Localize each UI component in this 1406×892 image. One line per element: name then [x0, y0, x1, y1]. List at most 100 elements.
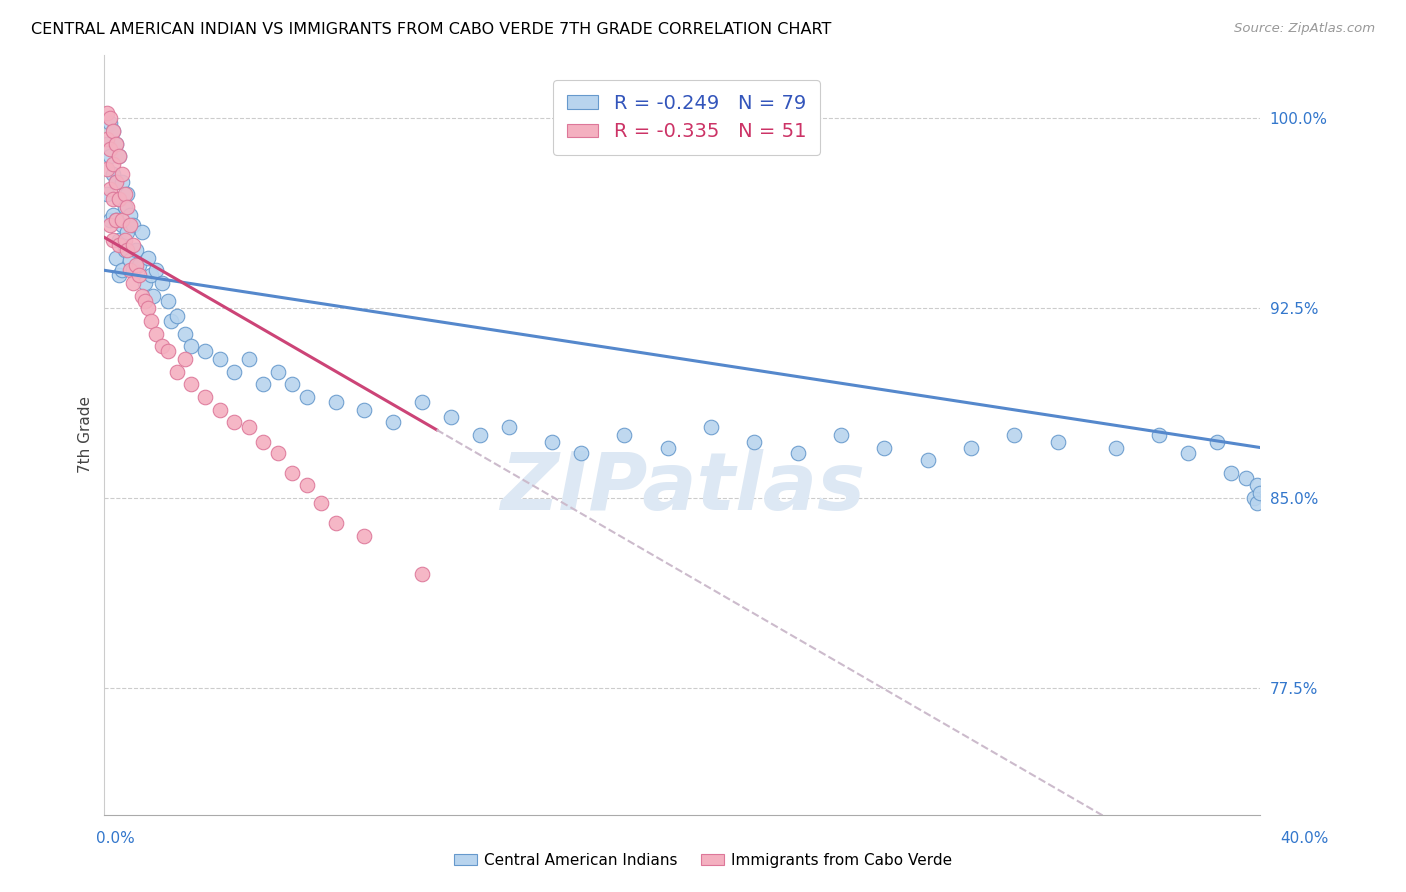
Point	[96, 162, 118, 177]
Point	[1205, 435, 1227, 450]
Point	[134, 293, 156, 308]
Point	[136, 251, 159, 265]
Legend: Central American Indians, Immigrants from Cabo Verde: Central American Indians, Immigrants fro…	[447, 847, 959, 873]
Point	[139, 268, 162, 283]
Point	[120, 208, 142, 222]
Text: ZIPatlas: ZIPatlas	[499, 449, 865, 527]
Point	[117, 225, 139, 239]
Point	[108, 193, 131, 207]
Point	[104, 175, 127, 189]
Point	[142, 288, 165, 302]
Point	[960, 441, 983, 455]
Point	[101, 124, 124, 138]
Point	[101, 167, 124, 181]
Point	[160, 314, 183, 328]
Point	[111, 167, 134, 181]
Point	[411, 567, 433, 582]
Point	[101, 193, 124, 207]
Point	[267, 365, 290, 379]
Point	[440, 410, 463, 425]
Point	[98, 212, 121, 227]
Point	[150, 276, 173, 290]
Point	[281, 466, 304, 480]
Point	[156, 293, 179, 308]
Point	[224, 365, 246, 379]
Point	[1177, 445, 1199, 459]
Point	[122, 218, 145, 232]
Point	[98, 149, 121, 163]
Y-axis label: 7th Grade: 7th Grade	[79, 396, 93, 474]
Point	[498, 420, 520, 434]
Point	[1046, 435, 1069, 450]
Point	[353, 402, 375, 417]
Point	[117, 187, 139, 202]
Point	[150, 339, 173, 353]
Point	[180, 339, 202, 353]
Point	[122, 238, 145, 252]
Point	[1243, 491, 1265, 505]
Point	[122, 276, 145, 290]
Point	[104, 212, 127, 227]
Text: Source: ZipAtlas.com: Source: ZipAtlas.com	[1234, 22, 1375, 36]
Point	[108, 149, 131, 163]
Point	[98, 142, 121, 156]
Point	[114, 187, 136, 202]
Point	[252, 377, 274, 392]
Point	[309, 496, 332, 510]
Point	[98, 218, 121, 232]
Point	[122, 263, 145, 277]
Text: 40.0%: 40.0%	[1281, 831, 1329, 846]
Legend: R = -0.249   N = 79, R = -0.335   N = 51: R = -0.249 N = 79, R = -0.335 N = 51	[553, 80, 820, 155]
Point	[145, 326, 167, 341]
Point	[128, 258, 150, 272]
Point	[96, 106, 118, 120]
Point	[104, 212, 127, 227]
Text: 0.0%: 0.0%	[96, 831, 135, 846]
Point	[295, 390, 318, 404]
Point	[208, 402, 231, 417]
Point	[111, 212, 134, 227]
Point	[98, 182, 121, 196]
Point	[108, 238, 131, 252]
Point	[1246, 496, 1268, 510]
Point	[125, 243, 148, 257]
Point	[1246, 478, 1268, 492]
Point	[156, 344, 179, 359]
Point	[194, 390, 217, 404]
Point	[108, 268, 131, 283]
Point	[208, 351, 231, 366]
Point	[353, 529, 375, 543]
Point	[108, 193, 131, 207]
Point	[1147, 428, 1170, 442]
Point	[267, 445, 290, 459]
Point	[117, 243, 139, 257]
Point	[104, 251, 127, 265]
Point	[136, 301, 159, 316]
Point	[830, 428, 852, 442]
Point	[295, 478, 318, 492]
Point	[114, 233, 136, 247]
Point	[96, 136, 118, 151]
Point	[569, 445, 592, 459]
Point	[744, 435, 766, 450]
Point	[174, 326, 197, 341]
Point	[1234, 471, 1257, 485]
Point	[1249, 486, 1271, 500]
Point	[1004, 428, 1026, 442]
Point	[873, 441, 896, 455]
Point	[117, 200, 139, 214]
Point	[180, 377, 202, 392]
Point	[166, 309, 188, 323]
Point	[1104, 441, 1126, 455]
Point	[120, 263, 142, 277]
Point	[325, 395, 347, 409]
Point	[238, 420, 260, 434]
Point	[700, 420, 723, 434]
Point	[131, 225, 153, 239]
Point	[145, 263, 167, 277]
Point	[101, 233, 124, 247]
Point	[111, 263, 134, 277]
Point	[917, 453, 939, 467]
Point	[613, 428, 636, 442]
Point	[174, 351, 197, 366]
